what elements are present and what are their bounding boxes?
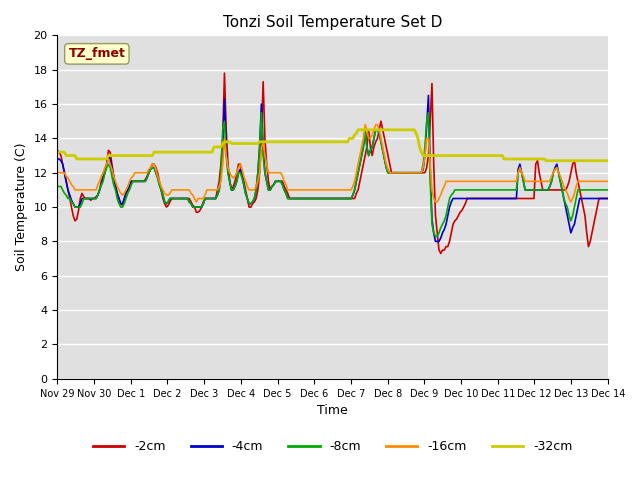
-8cm	[57, 184, 65, 190]
-32cm	[57, 149, 65, 155]
-32cm	[317, 139, 325, 144]
-4cm	[57, 158, 65, 164]
-4cm	[468, 196, 476, 202]
-2cm	[54, 147, 61, 153]
-2cm	[221, 70, 228, 76]
X-axis label: Time: Time	[317, 404, 348, 417]
Line: -4cm: -4cm	[58, 96, 608, 241]
-4cm	[431, 239, 439, 244]
-8cm	[231, 184, 239, 190]
-4cm	[317, 196, 325, 202]
-2cm	[57, 153, 65, 158]
-8cm	[468, 187, 476, 193]
-4cm	[604, 196, 612, 202]
-32cm	[156, 149, 163, 155]
-32cm	[543, 158, 550, 164]
Y-axis label: Soil Temperature (C): Soil Temperature (C)	[15, 143, 28, 271]
-8cm	[604, 187, 612, 193]
-2cm	[604, 196, 612, 202]
-4cm	[54, 156, 61, 162]
-2cm	[212, 196, 220, 202]
-16cm	[468, 179, 476, 184]
-16cm	[193, 199, 200, 205]
-2cm	[468, 196, 476, 202]
-32cm	[467, 153, 474, 158]
Line: -2cm: -2cm	[58, 73, 608, 253]
-16cm	[604, 179, 612, 184]
-8cm	[431, 233, 439, 239]
-8cm	[156, 182, 163, 188]
-8cm	[319, 196, 327, 202]
-2cm	[437, 251, 445, 256]
-16cm	[214, 187, 221, 193]
-32cm	[54, 149, 61, 155]
-2cm	[319, 196, 327, 202]
Legend: -2cm, -4cm, -8cm, -16cm, -32cm: -2cm, -4cm, -8cm, -16cm, -32cm	[88, 435, 577, 458]
Line: -8cm: -8cm	[58, 113, 608, 236]
Title: Tonzi Soil Temperature Set D: Tonzi Soil Temperature Set D	[223, 15, 442, 30]
-4cm	[156, 182, 163, 188]
-2cm	[156, 179, 163, 184]
-16cm	[362, 122, 369, 128]
-4cm	[231, 184, 239, 190]
-16cm	[54, 170, 61, 176]
-32cm	[231, 141, 239, 146]
-16cm	[156, 179, 163, 184]
-32cm	[604, 158, 612, 164]
-8cm	[257, 110, 265, 116]
Text: TZ_fmet: TZ_fmet	[68, 48, 125, 60]
Line: -16cm: -16cm	[58, 125, 608, 202]
-32cm	[355, 127, 362, 132]
-2cm	[233, 170, 241, 176]
-16cm	[319, 187, 327, 193]
-16cm	[57, 170, 65, 176]
Line: -32cm: -32cm	[58, 130, 608, 161]
-32cm	[212, 144, 220, 150]
-8cm	[54, 184, 61, 190]
-4cm	[424, 93, 432, 98]
-4cm	[212, 196, 220, 202]
-8cm	[212, 196, 220, 202]
-16cm	[233, 170, 241, 176]
